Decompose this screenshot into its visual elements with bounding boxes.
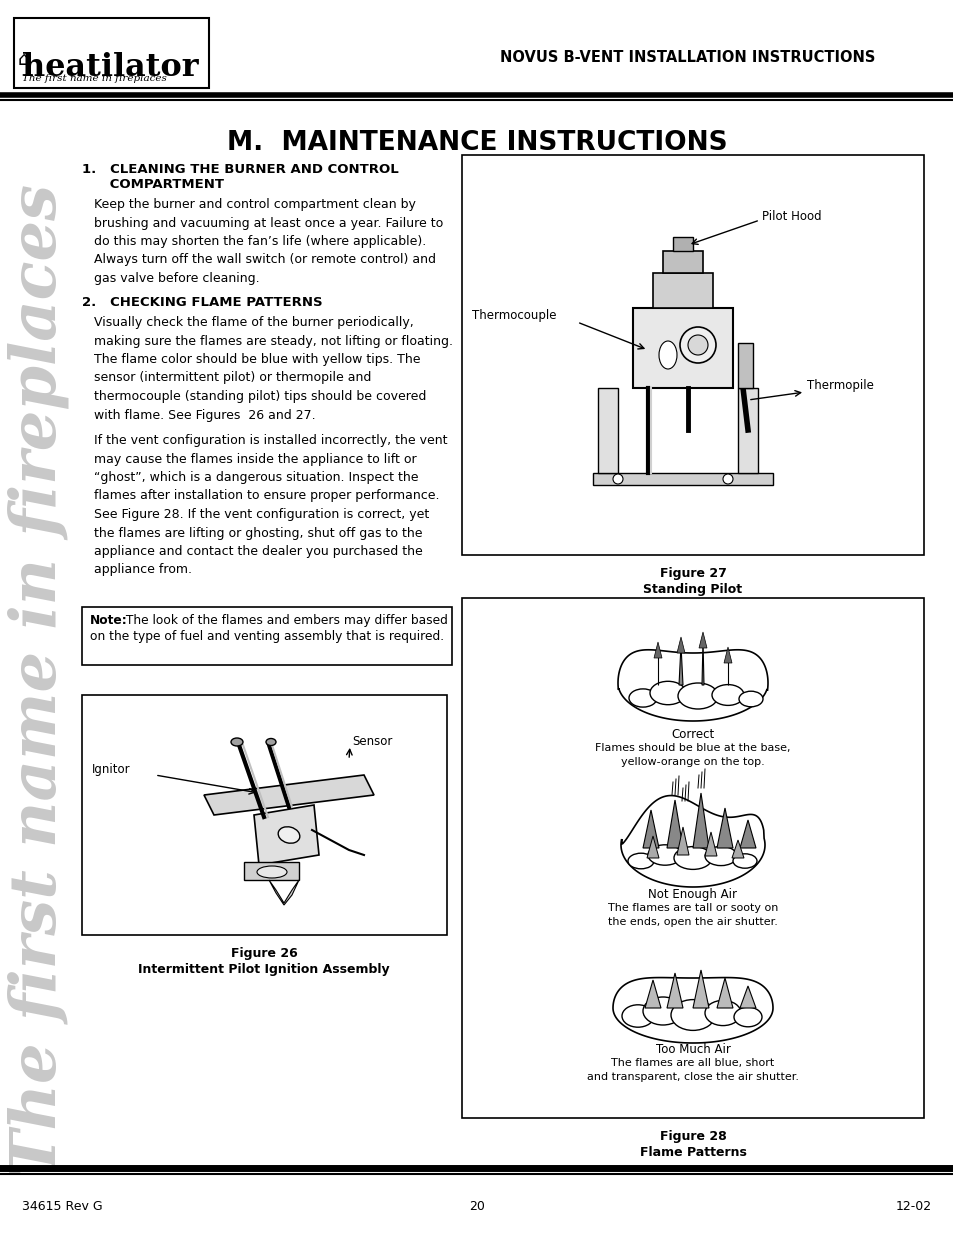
Bar [738,388,758,473]
Polygon shape [704,832,717,856]
Text: The first name in fireplaces: The first name in fireplaces [8,184,69,1177]
Text: Ignitor: Ignitor [91,763,131,776]
Text: Thermopile: Thermopile [806,378,873,391]
Text: COMPARTMENT: COMPARTMENT [82,178,224,191]
Text: Correct: Correct [671,727,714,741]
Ellipse shape [704,846,737,866]
Text: The flames are tall or sooty on
the ends, open the air shutter.: The flames are tall or sooty on the ends… [607,903,778,927]
Ellipse shape [704,1000,740,1025]
Text: NOVUS B-VENT INSTALLATION INSTRUCTIONS: NOVUS B-VENT INSTALLATION INSTRUCTIONS [499,51,875,65]
Polygon shape [679,645,682,685]
Text: The look of the flames and embers may differ based: The look of the flames and embers may di… [122,614,447,627]
Text: Visually check the flame of the burner periodically,
making sure the flames are : Visually check the flame of the burner p… [94,316,453,421]
Text: Flames should be blue at the base,
yellow-orange on the top.: Flames should be blue at the base, yello… [595,743,790,767]
Text: Intermittent Pilot Ignition Assembly: Intermittent Pilot Ignition Assembly [138,963,390,976]
Polygon shape [646,836,659,858]
Polygon shape [654,642,661,658]
Text: The flames are all blue, short
and transparent, close the air shutter.: The flames are all blue, short and trans… [586,1058,799,1082]
Text: The first name in fireplaces: The first name in fireplaces [22,74,167,83]
Circle shape [687,335,707,354]
Polygon shape [613,978,772,1044]
Ellipse shape [739,692,762,706]
Text: Too Much Air: Too Much Air [655,1044,730,1056]
Text: Not Enough Air: Not Enough Air [648,888,737,902]
Polygon shape [731,840,743,858]
Text: heatilator: heatilator [22,52,198,83]
Text: Figure 27: Figure 27 [659,567,725,580]
Polygon shape [666,800,682,848]
Text: Keep the burner and control compartment clean by
brushing and vacuuming at least: Keep the burner and control compartment … [94,198,443,285]
Bar [652,273,712,308]
Text: 34615 Rev G: 34615 Rev G [22,1200,103,1213]
Polygon shape [253,805,318,864]
Polygon shape [620,795,764,887]
Bar [244,862,298,881]
Bar [82,606,452,664]
Text: Sensor: Sensor [352,735,392,748]
Text: on the type of fuel and venting assembly that is required.: on the type of fuel and venting assembly… [90,630,444,643]
Ellipse shape [266,739,275,746]
Ellipse shape [659,341,677,369]
Bar [461,598,923,1118]
Bar [662,251,702,273]
Text: 1.   CLEANING THE BURNER AND CONTROL: 1. CLEANING THE BURNER AND CONTROL [82,163,398,177]
Ellipse shape [231,739,243,746]
Text: Note:: Note: [90,614,128,627]
Bar [633,308,732,388]
Circle shape [722,474,732,484]
Polygon shape [666,973,682,1008]
Text: Figure 28: Figure 28 [659,1130,725,1144]
Ellipse shape [621,1005,654,1028]
Polygon shape [677,827,688,855]
Text: 2.   CHECKING FLAME PATTERNS: 2. CHECKING FLAME PATTERNS [82,296,322,309]
Text: Pilot Hood: Pilot Hood [761,210,821,224]
Text: ⌂: ⌂ [18,49,30,69]
Polygon shape [740,820,755,848]
Polygon shape [692,793,708,848]
Ellipse shape [256,866,287,878]
Ellipse shape [649,682,685,705]
Polygon shape [717,808,732,848]
Text: 12-02: 12-02 [895,1200,931,1213]
Ellipse shape [670,999,714,1030]
Bar [461,156,923,555]
Polygon shape [642,810,659,848]
Polygon shape [723,647,731,663]
Text: 20: 20 [469,1200,484,1213]
Bar [598,388,618,473]
Text: Thermocouple: Thermocouple [472,309,556,321]
Bar [738,343,752,388]
Polygon shape [269,881,298,905]
Polygon shape [692,969,708,1008]
Text: Figure 26: Figure 26 [231,947,297,960]
Ellipse shape [673,847,711,869]
Polygon shape [717,978,732,1008]
Ellipse shape [711,684,743,705]
Ellipse shape [628,689,657,708]
Polygon shape [699,632,706,648]
Polygon shape [701,640,703,685]
Ellipse shape [733,1008,761,1026]
Polygon shape [204,776,374,815]
Bar [82,695,447,935]
Ellipse shape [627,853,654,868]
Ellipse shape [732,853,757,868]
Text: Flame Patterns: Flame Patterns [639,1146,745,1158]
Bar [672,237,692,251]
Ellipse shape [642,997,682,1025]
Bar [14,19,209,88]
Text: M.  MAINTENANCE INSTRUCTIONS: M. MAINTENANCE INSTRUCTIONS [227,130,726,156]
Ellipse shape [678,683,718,709]
Bar [593,473,772,485]
Ellipse shape [278,826,299,844]
Circle shape [613,474,622,484]
Text: If the vent configuration is installed incorrectly, the vent
may cause the flame: If the vent configuration is installed i… [94,433,447,577]
Polygon shape [740,986,755,1008]
Circle shape [679,327,716,363]
Polygon shape [677,637,684,653]
Text: Standing Pilot: Standing Pilot [642,583,741,597]
Polygon shape [644,981,660,1008]
Ellipse shape [647,845,681,866]
Polygon shape [618,650,767,721]
